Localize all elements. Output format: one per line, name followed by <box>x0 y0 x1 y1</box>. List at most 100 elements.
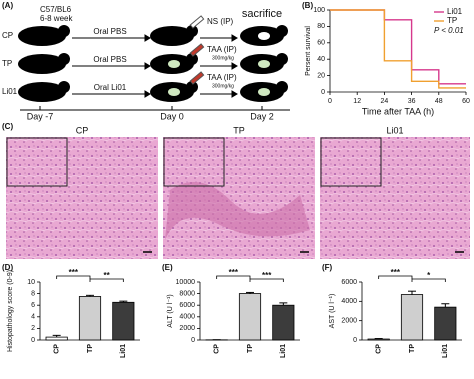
y-tick-label: 40 <box>317 56 325 63</box>
day-label: Day 0 <box>160 111 184 121</box>
image-label: TP <box>233 125 245 135</box>
injection: TAA (IP) <box>207 73 237 82</box>
y-tick-label: 4000 <box>341 298 357 305</box>
x-tick-label: 12 <box>353 98 361 105</box>
bar <box>367 338 390 341</box>
y-tick-label: 4000 <box>179 314 195 321</box>
x-axis-label: Time after TAA (h) <box>362 106 434 116</box>
y-tick-label: 4 <box>31 314 35 321</box>
bar <box>434 306 457 341</box>
y-tick-label: 2000 <box>341 318 357 325</box>
y-tick-label: 0 <box>31 337 35 344</box>
y-axis-label: Histopathology score (0-9) <box>7 270 14 352</box>
significance-label: ** <box>104 271 111 280</box>
group-label: Li01 <box>2 87 18 96</box>
y-tick-label: 8 <box>31 290 35 297</box>
micrograph <box>6 137 158 259</box>
bar <box>78 296 102 341</box>
y-axis-label: AST (U l⁻¹) <box>329 294 336 329</box>
micrograph <box>320 137 470 259</box>
inset <box>6 137 382 187</box>
bar <box>238 293 262 341</box>
x-tick-label: TP <box>409 344 416 353</box>
bar <box>400 294 424 341</box>
injection: NS (IP) <box>207 17 234 26</box>
necrosis <box>165 182 310 240</box>
endpoint: sacrifice <box>242 8 282 20</box>
annotation: P < 0.01 <box>434 26 464 35</box>
group-label: TP <box>2 59 12 68</box>
image-label: Li01 <box>386 125 403 135</box>
x-tick-label: TP <box>247 344 254 353</box>
treatment: Oral PBS <box>93 27 126 36</box>
significance-label: * <box>427 271 431 280</box>
y-tick-label: 100 <box>313 7 325 14</box>
day-label: Day -7 <box>27 111 54 121</box>
y-tick-label: 0 <box>321 89 325 96</box>
bar <box>272 304 295 341</box>
significance-bracket <box>378 275 413 279</box>
significance-bracket <box>411 278 446 282</box>
age: 6-8 week <box>40 14 73 23</box>
bar <box>112 301 135 341</box>
liver <box>168 32 270 96</box>
treatment: Oral PBS <box>93 55 126 64</box>
panel-label: (D) <box>2 263 13 272</box>
survival-line <box>330 9 466 89</box>
significance-bracket <box>89 278 124 282</box>
histology: CP TP Li01 <box>6 125 470 259</box>
bar <box>45 336 68 341</box>
x-tick-label: CP <box>214 344 221 354</box>
significance-bracket <box>56 275 91 279</box>
x-tick-label: 24 <box>381 98 389 105</box>
x-tick-label: 0 <box>328 98 332 105</box>
x-tick-label: Li01 <box>442 344 449 358</box>
schematic: C57/BL6 6-8 week CP TP Li01 <box>2 5 290 121</box>
image-label: CP <box>76 125 89 135</box>
significance-label: *** <box>69 268 79 277</box>
syringes <box>189 15 205 85</box>
x-tick-label: Li01 <box>120 344 127 358</box>
y-tick-label: 60 <box>317 40 325 47</box>
x-tick-label: 48 <box>435 98 443 105</box>
panel-label: (F) <box>322 263 333 272</box>
legend-label: TP <box>447 16 457 25</box>
y-axis-label: ALT (U l⁻¹) <box>167 294 174 327</box>
significance-label: *** <box>391 268 401 277</box>
group-label: CP <box>2 31 13 40</box>
injection: TAA (IP) <box>207 45 237 54</box>
y-tick-label: 2 <box>31 325 35 332</box>
y-axis-label: Persent survival <box>305 26 312 76</box>
panel-label: (B) <box>302 1 313 10</box>
y-tick-label: 20 <box>317 72 325 79</box>
y-tick-label: 6000 <box>341 279 357 286</box>
x-tick-label: Li01 <box>280 344 287 358</box>
dose: 300mg/kg <box>212 55 234 61</box>
x-tick-label: CP <box>376 344 383 354</box>
day-label: Day 2 <box>250 111 274 121</box>
dose: 300mg/kg <box>212 83 234 89</box>
mice <box>18 25 288 102</box>
y-tick-label: 0 <box>353 337 357 344</box>
strain: C57/BL6 <box>40 5 72 14</box>
y-tick-label: 10 <box>27 279 35 286</box>
significance-label: *** <box>262 271 272 280</box>
y-tick-label: 2000 <box>179 325 195 332</box>
panel-label: (C) <box>2 122 13 131</box>
significance-bracket <box>216 275 251 279</box>
y-tick-label: 80 <box>317 23 325 30</box>
y-tick-label: 6 <box>31 302 35 309</box>
y-tick-label: 10000 <box>176 279 196 286</box>
legend-label: Li01 <box>447 7 463 16</box>
x-tick-label: 36 <box>408 98 416 105</box>
survival-line <box>330 9 466 85</box>
y-tick-label: 8000 <box>179 290 195 297</box>
y-tick-label: 0 <box>191 337 195 344</box>
panel-label: (E) <box>162 263 173 272</box>
y-tick-label: 6000 <box>179 302 195 309</box>
significance-bracket <box>249 278 284 282</box>
x-tick-label: 60 <box>462 98 470 105</box>
arrows <box>20 34 290 111</box>
treatment: Oral Li01 <box>94 83 127 92</box>
